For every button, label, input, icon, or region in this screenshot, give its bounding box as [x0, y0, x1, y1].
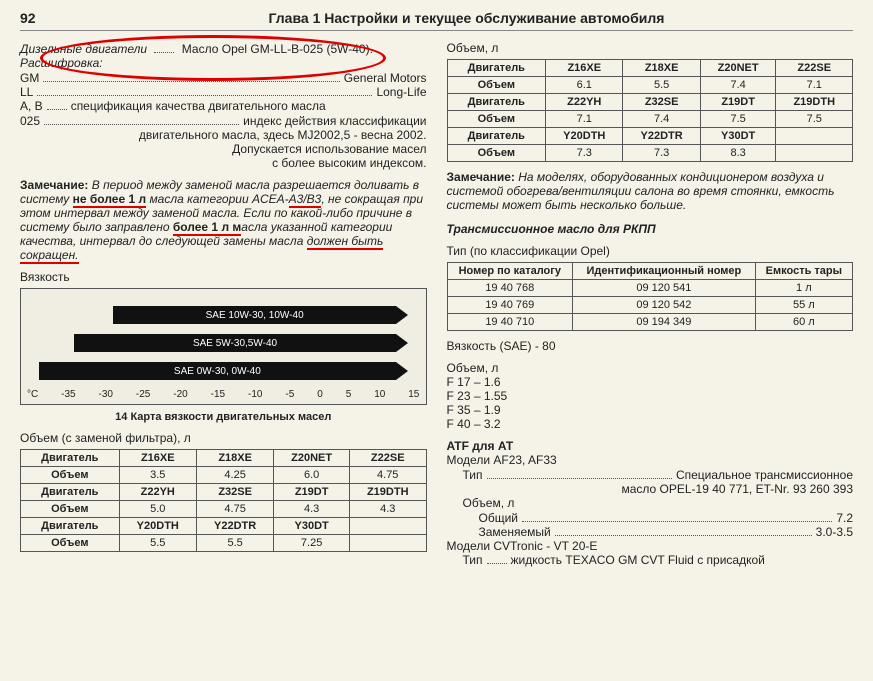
f23: F 23 – 1.55: [447, 389, 854, 403]
allow1: Допускается использование масел: [20, 142, 427, 156]
allow2: с более высоким индексом.: [20, 156, 427, 170]
cvt-line: Модели CVTronic - VT 20-E: [447, 539, 854, 553]
visc-sae: Вязкость (SAE) - 80: [447, 339, 854, 353]
engine-table-left: ДвигательZ16XEZ18XEZ20NETZ22SE Объем3.54…: [20, 449, 427, 552]
ll-line: LLLong-Life: [20, 85, 427, 100]
note-right: Замечание: На моделях, оборудованных кон…: [447, 170, 854, 212]
f40: F 40 – 3.2: [447, 417, 854, 431]
vol2: Объем, л: [447, 361, 854, 375]
vol-title-right: Объем, л: [447, 41, 854, 55]
viscosity-label: Вязкость: [20, 270, 427, 284]
f35: F 35 – 1.9: [447, 403, 854, 417]
type2-line: ТипСпециальное трансмиссионное: [447, 467, 854, 482]
atf-title: ATF для АТ: [447, 439, 854, 453]
vol3: Объем, л: [447, 496, 854, 510]
right-column: Объем, л ДвигательZ16XEZ18XEZ20NETZ22SE …: [447, 41, 854, 567]
catalog-table: Номер по каталогуИдентификационный номер…: [447, 262, 854, 331]
c025-line: 025индекс действия классификации: [20, 113, 427, 128]
chapter-title: Глава 1 Настройки и текущее обслуживание…: [80, 10, 853, 26]
note-block: Замечание: В период между заменой масла …: [20, 178, 427, 262]
repl-line: Заменяемый3.0-3.5: [447, 525, 854, 540]
type-label: Тип (по классификации Opel): [447, 244, 854, 258]
f17: F 17 – 1.6: [447, 375, 854, 389]
viscosity-chart: SAE 10W-30, 10W-40 SAE 5W-30,5W-40 SAE 0…: [20, 288, 427, 405]
viscosity-caption: 14 Карта вязкости двигательных масел: [20, 411, 427, 423]
gm-line: GMGeneral Motors: [20, 70, 427, 85]
af23: Модели AF23, AF33: [447, 453, 854, 467]
decode-label: Расшифровка:: [20, 56, 427, 70]
left-column: Дизельные двигатели Масло Opel GM-LL-B-0…: [20, 41, 427, 567]
cvt-type-line: Типжидкость TEXACO GM CVT Fluid с присад…: [447, 553, 854, 567]
vol-title: Объем (с заменой фильтра), л: [20, 431, 427, 445]
diesel-line: Дизельные двигатели Масло Opel GM-LL-B-0…: [20, 41, 427, 56]
type2-cont: масло OPEL-19 40 771, ET-Nr. 93 260 393: [447, 482, 854, 496]
trans-title: Трансмиссионное масло для РКПП: [447, 222, 854, 236]
c025-cont: двигательного масла, здесь MJ2002,5 - ве…: [20, 128, 427, 142]
total-line: Общий7.2: [447, 510, 854, 525]
page-number: 92: [20, 10, 80, 26]
ab-line: A, Bспецификация качества двигательного …: [20, 99, 427, 113]
engine-table-right: ДвигательZ16XEZ18XEZ20NETZ22SE Объем6.15…: [447, 59, 854, 162]
